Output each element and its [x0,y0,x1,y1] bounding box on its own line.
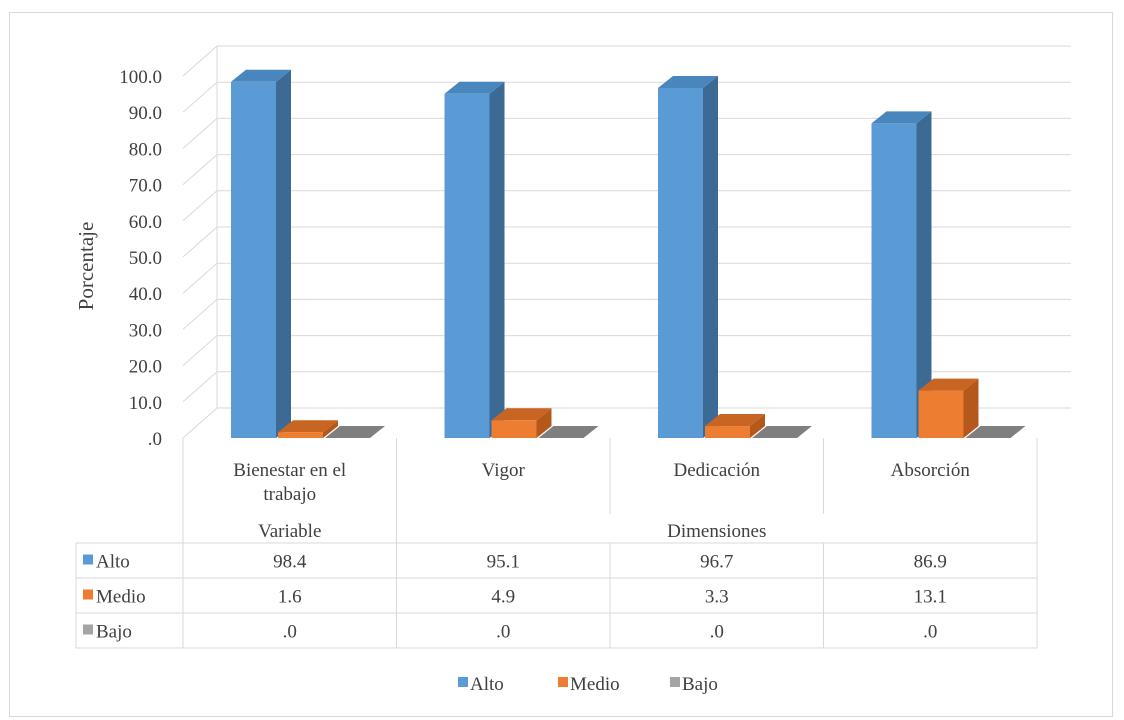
bar-front [444,93,490,438]
bar-bajo [965,426,1026,438]
bar-alto [444,81,505,438]
y-tick-label: .0 [148,429,162,450]
gridline-depth [182,299,218,330]
gridline-depth [182,262,218,294]
legend-key [458,677,468,687]
bar-side [323,420,338,438]
table-value: 1.6 [278,587,302,608]
gridline-depth [182,407,218,439]
table-legend-key [83,589,93,600]
table-series-label: Bajo [96,622,132,643]
bar-front [491,420,537,438]
y-tick-label: 100.0 [119,67,162,88]
bar-top [538,426,599,438]
bar-top [918,378,979,391]
bar-side [276,69,291,439]
table-value: 3.3 [705,587,729,608]
category-label: trabajo [263,484,316,505]
category-label: Bienestar en el [233,460,346,481]
bar-side [536,408,552,438]
table-series-label: Alto [96,552,130,573]
category-label: Vigor [482,460,526,481]
bar-side [750,414,765,438]
bar-bajo [752,426,812,438]
bar-front [871,123,917,438]
bar-bajo [325,426,385,438]
bar-top [871,111,932,124]
gridline-depth [182,335,218,366]
category-group-label: Variable [258,521,321,542]
table-value: 96.7 [700,552,733,573]
bar-medio [918,378,979,438]
table-value: 95.1 [487,552,520,573]
bar-medio [491,408,552,438]
table-value: 4.9 [491,587,515,608]
bar-front [705,426,750,438]
category-group-label: Dimensiones [667,521,766,542]
bar-top [278,420,338,433]
bar-medio [278,420,338,438]
y-tick-label: 60.0 [129,212,162,233]
bar-side [703,75,718,439]
table-legend-key [83,624,93,635]
category-label: Dedicación [673,460,760,481]
gridline-depth [182,81,218,113]
gridline-depth [182,190,218,222]
legend-label: Bajo [682,674,718,695]
table-value: 98.4 [273,552,307,573]
bar-top [752,426,812,438]
y-tick-label: 90.0 [129,103,162,124]
legend-label: Alto [470,674,504,695]
bar-alto [871,111,932,438]
y-tick-label: 40.0 [129,284,162,305]
table-value: .0 [496,622,510,643]
bar-top [965,426,1026,438]
gridline-depth [182,45,218,77]
gridline-depth [182,371,218,403]
table-value: .0 [283,622,297,643]
bar-front [231,81,276,439]
table-value: .0 [710,622,724,643]
bar-alto [231,69,291,439]
table-value: 86.9 [914,552,947,573]
table-series-label: Medio [96,587,146,608]
bar-medio [705,414,765,438]
category-label: Absorción [891,460,971,481]
bar-side [489,81,505,438]
bar-top [325,426,385,438]
bar-top [491,408,552,421]
bar-top [444,81,505,94]
bar-front [918,390,964,438]
bar-front [658,87,703,439]
legend-key [558,677,568,687]
y-tick-label: 50.0 [129,248,162,269]
legend-key [670,677,680,687]
gridline-depth [182,118,218,149]
bar-side [963,378,979,438]
y-tick-label: 20.0 [129,357,162,378]
y-axis-label: Porcentaje [74,222,98,311]
y-tick-label: 30.0 [129,320,162,341]
bar-front [278,432,323,438]
bar-top [231,69,291,82]
y-tick-label: 70.0 [129,176,162,197]
y-tick-label: 80.0 [129,139,162,160]
bar-bajo [538,426,599,438]
bar-side [916,111,932,438]
gridline-depth [182,154,218,185]
gridline-depth [182,226,218,258]
legend-label: Medio [570,674,620,695]
bar-top [658,75,718,88]
bar-top [705,414,765,427]
bar-alto [658,75,718,439]
table-value: .0 [923,622,937,643]
table-value: 13.1 [914,587,947,608]
table-legend-key [83,554,93,565]
y-tick-label: 10.0 [129,393,162,414]
